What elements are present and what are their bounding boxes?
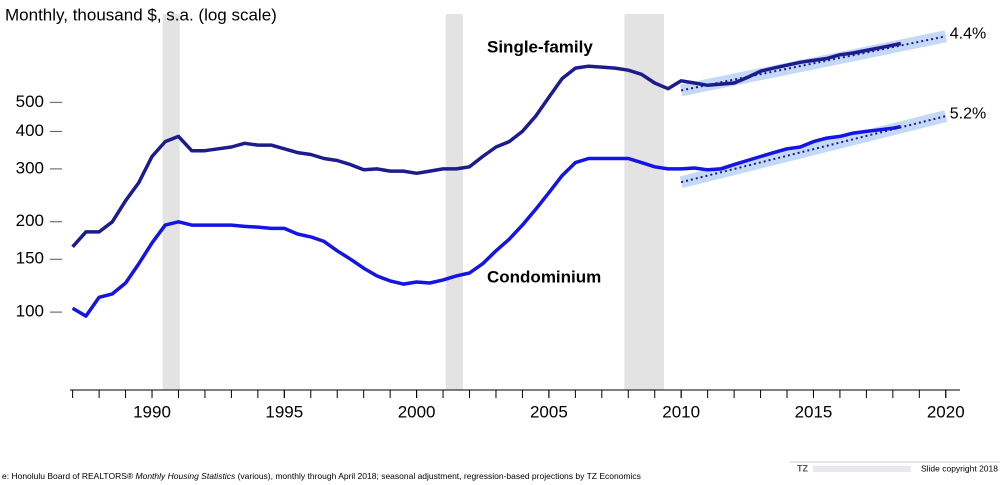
series-label: Single-family xyxy=(487,37,593,56)
y-tick-label: 200 xyxy=(16,211,44,230)
y-tick-label: 400 xyxy=(16,121,44,140)
shaded-period xyxy=(445,14,463,390)
trend-line xyxy=(680,35,947,92)
shaded-period xyxy=(162,14,180,390)
y-tick-label: 500 xyxy=(16,92,44,111)
note-text: Monthly Housing Statistics xyxy=(136,471,236,481)
brand: TZ xyxy=(797,463,808,473)
x-tick-label: 2020 xyxy=(927,402,965,421)
note-text: e: Honolulu Board of REALTORS® xyxy=(2,471,136,481)
background-layer xyxy=(162,14,664,390)
note-text: (various), monthly through April 2018; s… xyxy=(235,471,641,481)
trend-label: 4.4% xyxy=(950,26,986,43)
trend-line xyxy=(680,115,947,184)
y-tick-label: 100 xyxy=(16,302,44,321)
y-tick-label: 300 xyxy=(16,158,44,177)
x-tick-label: 2010 xyxy=(662,402,700,421)
series-label: Condominium xyxy=(487,267,601,286)
x-tick-label: 2000 xyxy=(398,402,436,421)
x-tick-label: 2015 xyxy=(795,402,833,421)
series-line xyxy=(71,41,902,248)
logo-strip xyxy=(813,466,911,472)
y-tick-label: 150 xyxy=(16,249,44,268)
x-tick-label: 1995 xyxy=(265,402,303,421)
x-tick-label: 2005 xyxy=(530,402,568,421)
source-note: e: Honolulu Board of REALTORS® Monthly H… xyxy=(2,471,641,481)
y-axis-label: Monthly, thousand $, s.a. (log scale) xyxy=(5,5,277,24)
copyright: Slide copyright 2018 xyxy=(921,463,998,473)
x-tick-label: 1990 xyxy=(133,402,171,421)
trend-label: 5.2% xyxy=(950,105,986,122)
series-line xyxy=(71,124,902,318)
